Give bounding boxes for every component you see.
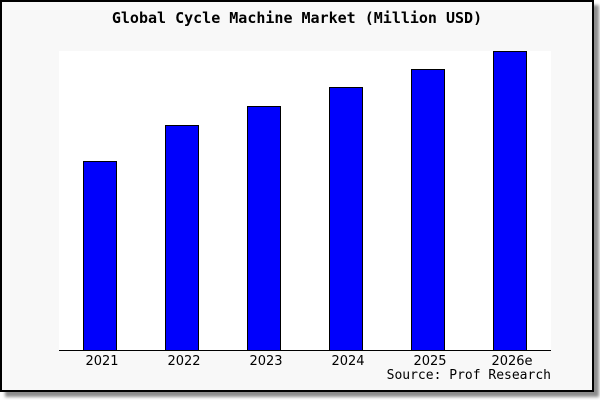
chart-title: Global Cycle Machine Market (Million USD… <box>111 9 483 27</box>
bar-2024 <box>329 87 363 350</box>
source-note: Source: Prof Research <box>386 368 551 383</box>
bar-2023 <box>247 106 281 350</box>
bar-2021 <box>83 161 117 350</box>
plot-area <box>59 51 551 351</box>
x-tick-label-2024: 2024 <box>331 354 365 369</box>
bar-2025 <box>411 69 445 350</box>
x-axis-labels: 2021 2022 2023 2024 2025 2026e <box>2 354 592 370</box>
bars-container <box>59 51 551 350</box>
x-tick-label-2025: 2025 <box>413 354 447 369</box>
chart-card: Global Cycle Machine Market (Million USD… <box>0 0 594 392</box>
x-tick-label-2021: 2021 <box>85 354 119 369</box>
x-tick-label-2026e: 2026e <box>491 354 533 369</box>
x-tick-label-2022: 2022 <box>167 354 201 369</box>
x-tick-label-2023: 2023 <box>249 354 283 369</box>
bar-2026e <box>493 51 527 350</box>
bar-2022 <box>165 125 199 350</box>
